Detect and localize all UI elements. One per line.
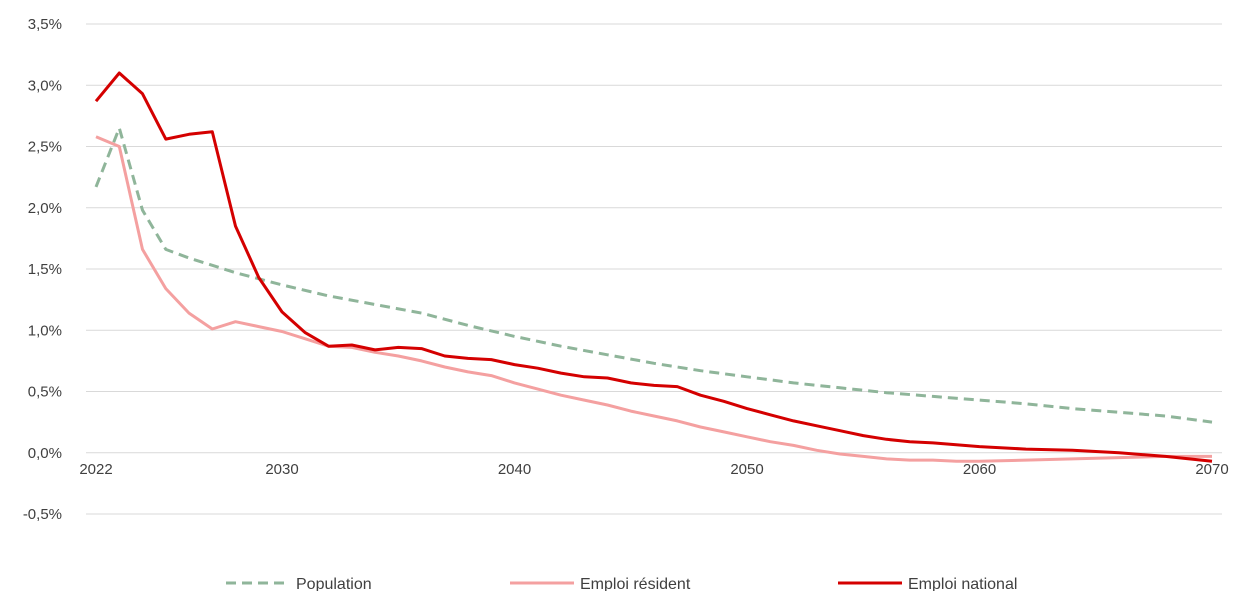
legend-label: Emploi résident <box>580 576 691 591</box>
x-tick-label: 2050 <box>730 461 763 478</box>
legend-item: Emploi national <box>838 576 1017 591</box>
y-tick-label: 2,0% <box>28 200 62 217</box>
legend-item: Population <box>226 576 372 591</box>
legend-item: Emploi résident <box>510 576 691 591</box>
legend: Population Emploi résident Emploi national <box>226 576 1017 591</box>
y-tick-label: 2,5% <box>28 139 62 156</box>
legend-label: Emploi national <box>908 576 1017 591</box>
x-tick-label: 2060 <box>963 461 996 478</box>
x-tick-label: 2030 <box>265 461 298 478</box>
legend-label: Population <box>296 576 372 591</box>
series-line-emploi-national <box>94 71 1213 463</box>
y-tick-label: 1,0% <box>28 322 62 339</box>
y-tick-label: -0,5% <box>23 506 62 523</box>
x-axis-tick-labels: 2022 2030 2040 2050 2060 2070 <box>79 461 1228 478</box>
y-tick-label: 3,0% <box>28 77 62 94</box>
x-tick-label: 2070 <box>1195 461 1228 478</box>
x-tick-label: 2040 <box>498 461 531 478</box>
x-tick-label: 2022 <box>79 461 112 478</box>
series-line-emploi-r-sident <box>95 135 1212 463</box>
y-axis-tick-labels: -0,5% 0,0% 0,5% 1,0% 1,5% 2,0% 2,5% 3,0% 3,5% <box>23 16 62 523</box>
series-lines <box>94 71 1213 463</box>
y-tick-label: 0,5% <box>28 384 62 401</box>
series-line-population <box>94 126 1213 424</box>
y-tick-label: 1,5% <box>28 261 62 278</box>
y-tick-label: 0,0% <box>28 445 62 462</box>
y-tick-label: 3,5% <box>28 16 62 33</box>
